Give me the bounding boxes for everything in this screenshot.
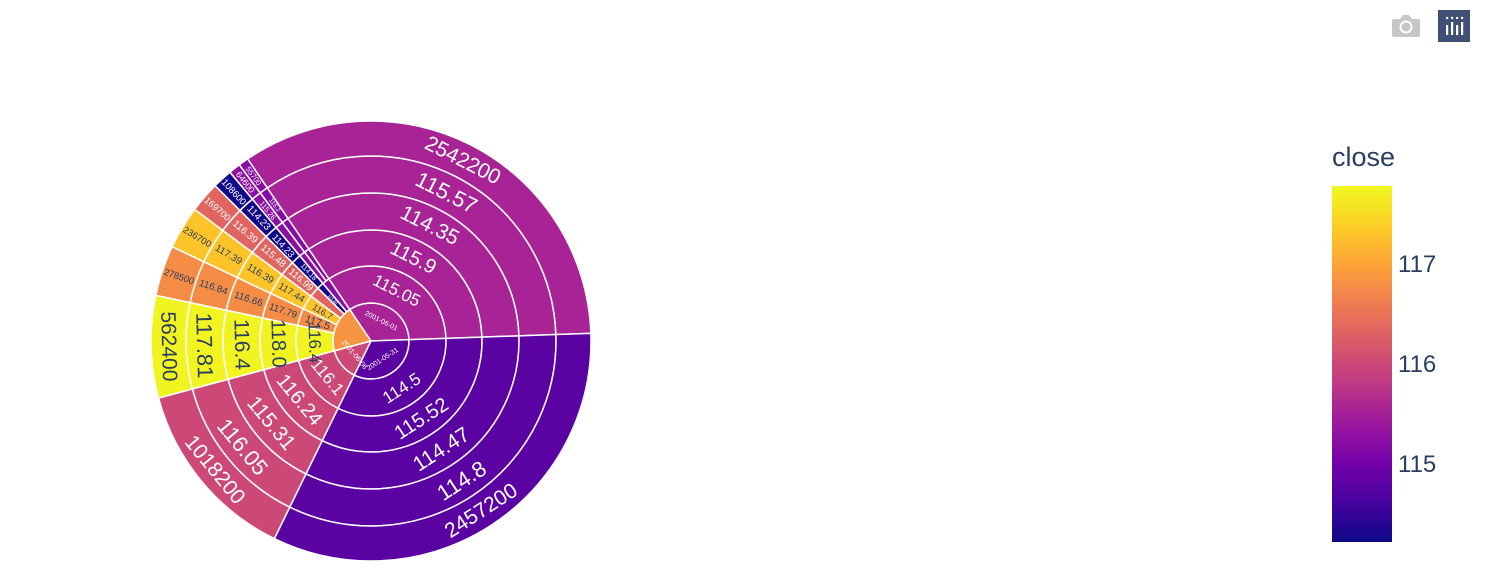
sunburst-label: 116.4: [229, 319, 253, 371]
colorbar-tick: 117: [1398, 251, 1437, 278]
colorbar-tick: 116: [1398, 351, 1437, 378]
plotly-logo-icon[interactable]: [1438, 10, 1470, 42]
colorbar-title: close: [1332, 142, 1396, 172]
sunburst-sector[interactable]: [273, 332, 592, 562]
sunburst-label: 117.81: [191, 312, 218, 378]
sunburst-sectors: [150, 120, 592, 562]
colorbar-tick: 115: [1398, 451, 1437, 478]
modebar: [1390, 10, 1470, 42]
sunburst-label: 118.0: [266, 319, 289, 368]
sunburst-label: 562400: [156, 311, 181, 382]
colorbar: [1332, 186, 1392, 542]
sunburst-label: 116.4: [304, 322, 324, 364]
camera-icon[interactable]: [1390, 10, 1422, 42]
